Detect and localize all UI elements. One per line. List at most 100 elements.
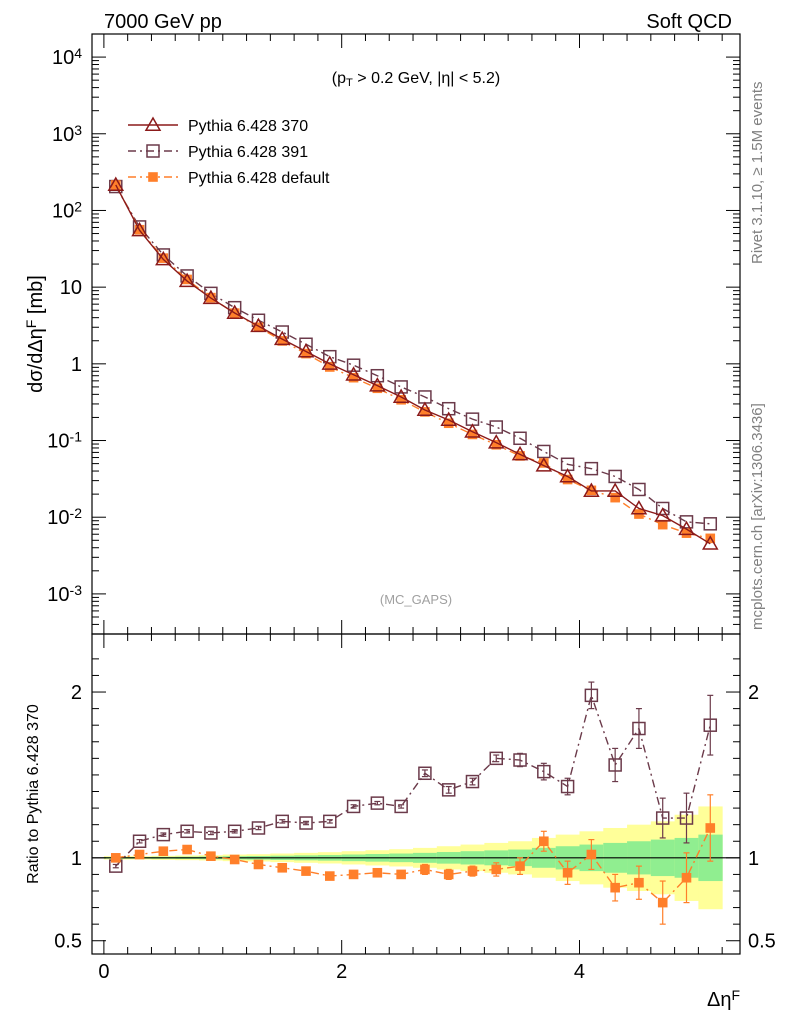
- main-data-point: [537, 444, 551, 459]
- main-data-point: [158, 253, 169, 263]
- main-y-axis-label: dσ/dΔηF​ [mb]: [23, 275, 47, 393]
- ratio-data-point: [301, 866, 311, 876]
- main-data-point: [464, 423, 481, 438]
- main-data-point: [583, 482, 600, 497]
- ratio-data-point: [324, 871, 335, 881]
- ratio-data-point: [394, 799, 408, 814]
- main-data-point: [394, 380, 408, 394]
- ratio-y-tick-label: 2: [71, 682, 82, 704]
- ratio-data-point: [132, 834, 147, 849]
- main-y-tick-label: 1: [71, 354, 82, 376]
- ratio-data-point: [586, 849, 597, 860]
- ratio-data-point: [204, 826, 218, 840]
- main-series-line: [115, 184, 711, 540]
- ratio-data-point: [610, 882, 620, 893]
- main-data-point: [420, 407, 430, 417]
- main-data-point: [277, 336, 288, 346]
- main-y-tick-label: 10-1​: [47, 428, 82, 452]
- main-data-point: [491, 439, 502, 450]
- main-data-point: [273, 330, 291, 346]
- main-y-tick-label: 104​: [52, 45, 82, 69]
- legend: Pythia 6.428 370 Pythia 6.428 391 Pythia 6…: [128, 116, 330, 187]
- main-panel: 10-3​ 10-2​ 10-1​ 1 10 102​ 103​ 104​ (MC_GAPS)…: [23, 33, 741, 635]
- ratio-data-point: [560, 779, 575, 794]
- main-data-point: [416, 401, 434, 417]
- legend-entry: Pythia 6.428 391: [188, 144, 308, 161]
- ratio-data-point: [251, 821, 266, 835]
- ratio-data-point: [372, 867, 383, 878]
- legend-entry: Pythia 6.428 370: [188, 118, 308, 135]
- main-data-point: [489, 420, 504, 434]
- main-data-point: [202, 289, 220, 305]
- main-y-tick-label: 10-3​: [47, 582, 82, 606]
- legend-marker: [146, 144, 160, 158]
- ratio-panel-frame: [91, 633, 741, 955]
- ratio-data-point: [346, 799, 361, 814]
- main-data-point: [107, 176, 125, 191]
- ratio-series-line: [115, 692, 711, 867]
- ratio-data-point: [608, 758, 622, 772]
- ratio-panel: 0 2 40.5 0.51 12 2 Ratio to Pythia 6.428 370 …: [25, 633, 776, 1011]
- main-data-point: [370, 368, 385, 383]
- legend-marker: [148, 172, 158, 182]
- ratio-data-point: [539, 836, 549, 847]
- ratio-data-point: [491, 864, 502, 875]
- ratio-data-point: [420, 864, 430, 875]
- main-data-point: [346, 358, 361, 372]
- main-data-point: [369, 377, 386, 392]
- main-data-point: [681, 528, 692, 538]
- main-data-point: [513, 431, 527, 446]
- main-data-point: [657, 519, 668, 530]
- main-data-point: [678, 520, 695, 536]
- main-data-point: [608, 469, 622, 484]
- ratio-y-tick-label: 0.5: [54, 931, 82, 953]
- main-data-point: [487, 434, 505, 449]
- main-data-point: [324, 362, 335, 372]
- ratio-data-point: [206, 851, 216, 861]
- main-data-point: [606, 482, 624, 497]
- ratio-data-point: [158, 846, 169, 857]
- analysis-watermark: (MC_GAPS): [380, 592, 452, 607]
- ratio-data-point: [229, 854, 240, 865]
- ratio-data-point: [634, 877, 644, 888]
- main-data-point: [630, 499, 648, 515]
- legend-marker: [144, 116, 162, 131]
- ratio-data-point: [396, 869, 406, 880]
- ratio-data-point: [632, 721, 646, 736]
- main-data-point: [392, 388, 410, 403]
- main-data-point: [610, 492, 620, 503]
- rivet-label: Rivet 3.1.10, ≥ 1.5M events: [749, 82, 766, 265]
- main-y-tick-label: 10-2​: [47, 505, 82, 529]
- ratio-data-point: [465, 774, 480, 789]
- ratio-data-point: [253, 859, 264, 870]
- main-series-line: [115, 184, 711, 545]
- ratio-data-point: [180, 824, 194, 839]
- main-data-point: [559, 467, 576, 483]
- ratio-data-point: [370, 796, 385, 810]
- main-data-point: [655, 501, 670, 516]
- main-data-point: [226, 304, 243, 320]
- main-data-point: [321, 355, 339, 370]
- main-data-point: [535, 457, 553, 472]
- main-data-point: [632, 482, 646, 497]
- main-data-point: [297, 342, 315, 358]
- main-data-point: [679, 515, 694, 529]
- main-data-point: [467, 429, 478, 440]
- ratio-data-point: [441, 783, 456, 797]
- ratio-data-point: [110, 853, 121, 863]
- ratio-data-point: [489, 751, 504, 766]
- ratio-data-point: [227, 824, 242, 839]
- x-tick-label: 0: [98, 961, 109, 983]
- main-y-tick-label: 10: [60, 277, 82, 299]
- ratio-data-point: [323, 814, 337, 829]
- ratio-data-point: [182, 844, 192, 855]
- ratio-data-point: [156, 827, 171, 842]
- ratio-data-point: [537, 764, 551, 779]
- main-data-point: [511, 445, 529, 461]
- main-data-point: [396, 394, 406, 405]
- main-data-point: [250, 317, 267, 333]
- ratio-data-point: [348, 869, 359, 880]
- ratio-y-tick-label-right: 1: [748, 848, 759, 870]
- ratio-data-point: [467, 866, 478, 876]
